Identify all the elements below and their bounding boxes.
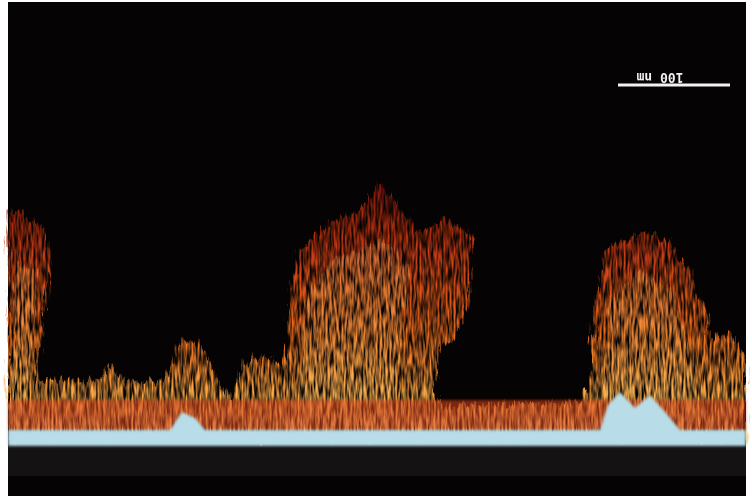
lower-strip — [8, 446, 746, 476]
scale-label: 100 nm — [636, 69, 683, 84]
page: 100 nm (() => { const data = JSON.parse(… — [0, 0, 752, 501]
doppler-image: 100 nm — [0, 0, 752, 501]
